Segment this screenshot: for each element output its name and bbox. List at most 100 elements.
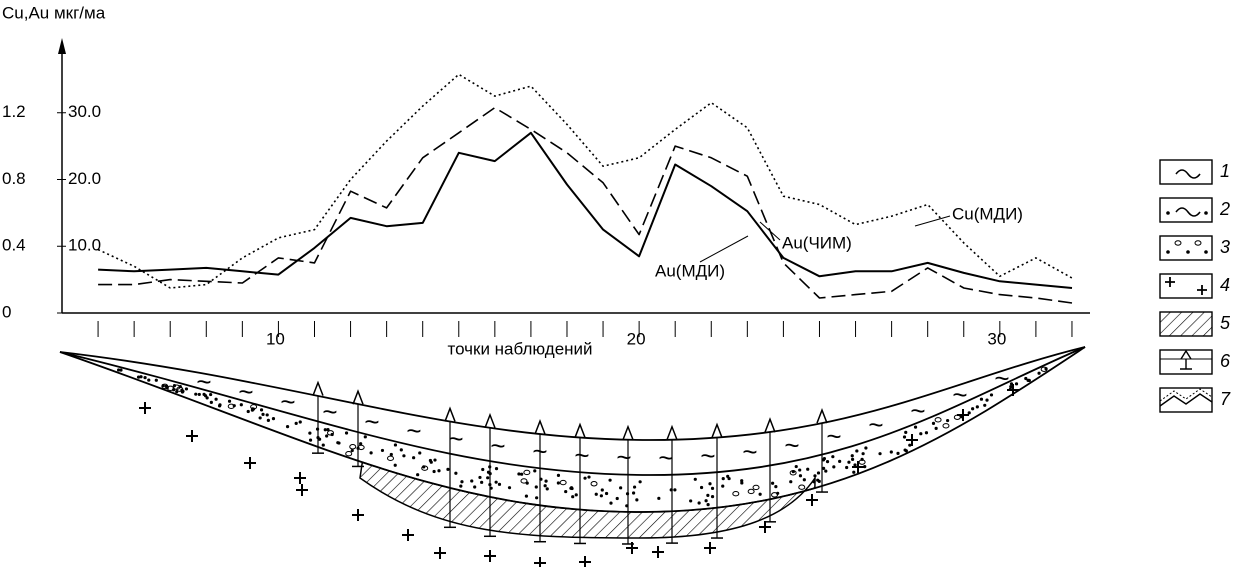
sand-dot [825, 460, 830, 464]
sand-dot [845, 465, 849, 470]
series-label: Cu(МДИ) [952, 204, 1023, 223]
sand-dot [721, 477, 725, 481]
sand-dot [480, 480, 484, 484]
sand-dot [571, 495, 575, 499]
tilde: ~ [490, 431, 505, 461]
sand-dot [117, 368, 121, 372]
pebble [559, 479, 567, 486]
legend-number: 3 [1220, 237, 1230, 257]
bedrock-cross [806, 494, 818, 506]
sand-dot [1037, 371, 1041, 375]
sand-dot [564, 489, 568, 494]
tilde: ~ [952, 380, 967, 410]
sand-dot [454, 471, 458, 475]
sand-dot [657, 496, 661, 500]
sand-dot [321, 443, 325, 447]
sand-dot [693, 477, 697, 481]
sand-dot [896, 451, 900, 455]
sand-dot [308, 438, 313, 442]
legend-cross [1197, 285, 1207, 295]
sand-dot [594, 492, 598, 496]
pebble [345, 451, 353, 457]
tilde: ~ [784, 430, 799, 460]
sand-dot [673, 488, 677, 492]
sand-dot [298, 420, 302, 424]
cross-section: ~ ~ ~ ~ ~ ~ ~ ~ ~ ~ ~ ~ ~ ~ ~ ~ ~ ~~~ [59, 346, 1086, 567]
bedrock-cross [484, 550, 496, 562]
sand-dot [147, 378, 151, 382]
sand-dot [817, 479, 821, 483]
sand-dot [265, 413, 269, 417]
sand-dot [904, 430, 908, 434]
sand-dot [416, 473, 420, 477]
pebble [590, 481, 598, 487]
sand-dot [710, 486, 715, 490]
legend-dot [1166, 211, 1170, 215]
sand-dot [824, 469, 828, 473]
y2-tick-label: 20.0 [68, 169, 101, 188]
sand-dot [422, 465, 426, 469]
bedrock-cross [957, 409, 969, 421]
sand-dot [470, 479, 474, 483]
tilde: ~ [910, 395, 925, 425]
legend-number: 4 [1220, 275, 1230, 295]
sand-dot [428, 458, 433, 463]
legend-box [1159, 273, 1213, 299]
sand-dot [983, 403, 987, 407]
sand-dot [706, 503, 710, 507]
sand-dot [697, 501, 701, 505]
sand-dot [446, 467, 450, 471]
sand-dot [180, 390, 185, 394]
sand-dot [740, 481, 744, 485]
pebble [523, 469, 531, 476]
sand-dot [708, 482, 712, 486]
sand-dot [350, 448, 354, 453]
sand-dot [497, 482, 502, 486]
series-label: Au(ЧИМ) [782, 233, 852, 252]
pebble [349, 444, 357, 450]
sand-dot [758, 492, 762, 496]
sand-dot [889, 450, 893, 454]
sand-dot [794, 464, 798, 469]
legend-zigzag [1159, 388, 1213, 402]
sand-dot [706, 493, 710, 497]
sand-dot [317, 437, 322, 441]
pebble [1040, 366, 1048, 372]
bedrock-cross [244, 457, 256, 469]
sand-dot [806, 467, 810, 471]
bedrock-cross [626, 542, 638, 554]
sand-dot [393, 463, 397, 467]
tilde: ~ [616, 442, 631, 472]
sand-dot [214, 397, 218, 401]
well-marker [622, 424, 634, 441]
sand-dot [232, 404, 236, 408]
y-tick-label: 0.8 [2, 169, 26, 188]
sand-dot [798, 468, 802, 472]
legend-box [1159, 311, 1213, 337]
sand-dot [359, 442, 363, 446]
sand-dot [556, 481, 560, 485]
well-marker [352, 389, 364, 405]
sand-dot [699, 485, 704, 490]
sand-dot [494, 467, 499, 471]
sand-dot [544, 479, 548, 483]
sand-dot [433, 458, 437, 462]
pebble [771, 492, 779, 498]
sand-dot [294, 421, 298, 425]
well-marker [444, 406, 456, 422]
legend-well [1180, 349, 1192, 370]
sand-dot [323, 428, 327, 432]
sand-dot [258, 416, 262, 420]
sand-dot [689, 499, 693, 503]
y-tick-label: 0.4 [2, 236, 26, 255]
series-line [98, 106, 1073, 304]
bedrock-cross [402, 529, 414, 541]
tilde: ~ [196, 366, 211, 396]
sand-dot [136, 375, 141, 379]
sand-dot [638, 480, 642, 484]
sand-dot [919, 432, 923, 436]
sand-dot [832, 465, 836, 469]
legend-box [1159, 349, 1213, 375]
sand-dot [878, 452, 882, 456]
